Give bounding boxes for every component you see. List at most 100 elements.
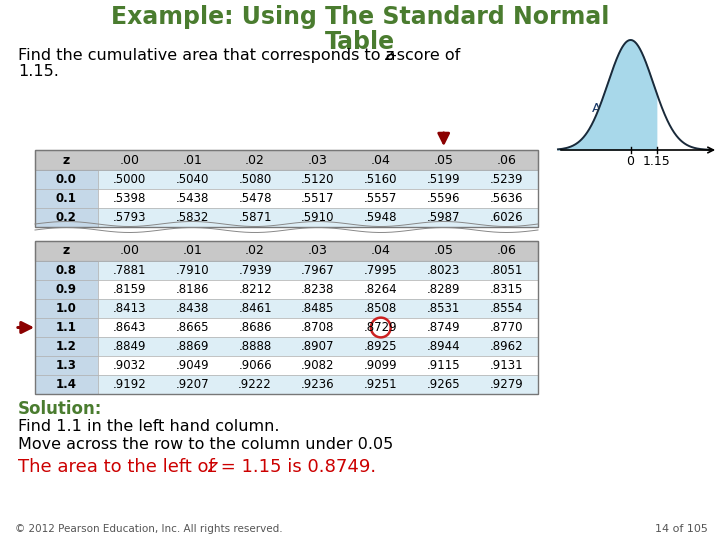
- Text: .04: .04: [371, 245, 391, 258]
- Text: .8925: .8925: [364, 340, 397, 353]
- Text: -score of: -score of: [391, 48, 460, 63]
- Text: .8708: .8708: [301, 321, 335, 334]
- Bar: [35, 337, 98, 356]
- Bar: [35, 356, 98, 375]
- Text: 1.3: 1.3: [56, 359, 77, 372]
- Bar: [35, 241, 538, 261]
- Text: z: z: [384, 48, 392, 63]
- Bar: [35, 261, 98, 280]
- Bar: [98, 280, 538, 299]
- Text: .9236: .9236: [301, 378, 335, 391]
- Text: .5160: .5160: [364, 173, 397, 186]
- Text: .8531: .8531: [427, 302, 460, 315]
- Text: z: z: [207, 458, 217, 476]
- Text: .8461: .8461: [238, 302, 272, 315]
- Text: .03: .03: [308, 153, 328, 166]
- Text: .9082: .9082: [301, 359, 335, 372]
- Text: .9207: .9207: [176, 378, 209, 391]
- Text: .00: .00: [120, 153, 139, 166]
- Bar: [35, 299, 98, 318]
- Bar: [35, 375, 98, 394]
- Text: .9131: .9131: [490, 359, 523, 372]
- Text: Example: Using The Standard Normal: Example: Using The Standard Normal: [111, 5, 609, 29]
- Text: .5910: .5910: [301, 211, 335, 224]
- Text: .7881: .7881: [112, 264, 146, 277]
- Text: Find the cumulative area that corresponds to a: Find the cumulative area that correspond…: [18, 48, 400, 63]
- Bar: [35, 208, 98, 227]
- Text: .7967: .7967: [301, 264, 335, 277]
- Bar: [35, 280, 98, 299]
- Text: .5438: .5438: [176, 192, 209, 205]
- Text: .8749: .8749: [427, 321, 461, 334]
- Text: .8438: .8438: [176, 302, 209, 315]
- Text: .9192: .9192: [112, 378, 146, 391]
- Bar: [98, 208, 538, 227]
- Text: .5987: .5987: [427, 211, 460, 224]
- Text: 0.0: 0.0: [56, 173, 77, 186]
- Text: .5871: .5871: [238, 211, 272, 224]
- Text: .5948: .5948: [364, 211, 397, 224]
- Text: .05: .05: [433, 245, 454, 258]
- Text: 1.15: 1.15: [643, 155, 670, 168]
- Text: .04: .04: [371, 153, 391, 166]
- Text: 1.4: 1.4: [56, 378, 77, 391]
- Text: .5199: .5199: [427, 173, 461, 186]
- Text: .7910: .7910: [176, 264, 209, 277]
- Text: .5478: .5478: [238, 192, 272, 205]
- Text: .01: .01: [182, 153, 202, 166]
- Text: Table: Table: [325, 30, 395, 54]
- Text: .9251: .9251: [364, 378, 397, 391]
- Bar: [98, 356, 538, 375]
- Bar: [35, 318, 98, 337]
- Text: .02: .02: [245, 245, 265, 258]
- Text: Find 1.1 in the left hand column.: Find 1.1 in the left hand column.: [18, 419, 279, 434]
- Text: .5398: .5398: [112, 192, 146, 205]
- Text: .5832: .5832: [176, 211, 209, 224]
- Bar: [98, 318, 538, 337]
- Text: .05: .05: [433, 153, 454, 166]
- Text: .8508: .8508: [364, 302, 397, 315]
- Text: .8264: .8264: [364, 283, 397, 296]
- Text: 1.1: 1.1: [56, 321, 77, 334]
- Text: .7995: .7995: [364, 264, 397, 277]
- Text: .5596: .5596: [427, 192, 460, 205]
- Text: .9066: .9066: [238, 359, 272, 372]
- Text: .5120: .5120: [301, 173, 335, 186]
- Text: .5239: .5239: [490, 173, 523, 186]
- Text: .01: .01: [182, 245, 202, 258]
- Text: z: z: [63, 245, 70, 258]
- Polygon shape: [558, 40, 657, 150]
- Text: .8212: .8212: [238, 283, 272, 296]
- Text: .03: .03: [308, 245, 328, 258]
- Bar: [98, 337, 538, 356]
- Text: 1.0: 1.0: [56, 302, 77, 315]
- Bar: [98, 170, 538, 189]
- Text: Move across the row to the column under 0.05: Move across the row to the column under …: [18, 437, 393, 452]
- Bar: [35, 150, 538, 170]
- Text: .8289: .8289: [427, 283, 460, 296]
- Text: .8554: .8554: [490, 302, 523, 315]
- Text: .8962: .8962: [490, 340, 523, 353]
- Text: 1.2: 1.2: [56, 340, 77, 353]
- Text: .8485: .8485: [301, 302, 335, 315]
- Text: .8315: .8315: [490, 283, 523, 296]
- Text: Area =
0.8749: Area = 0.8749: [592, 102, 638, 132]
- Text: = 1.15 is 0.8749.: = 1.15 is 0.8749.: [215, 458, 376, 476]
- Text: 0.9: 0.9: [56, 283, 77, 296]
- Text: .8686: .8686: [238, 321, 272, 334]
- Bar: [35, 189, 98, 208]
- Text: © 2012 Pearson Education, Inc. All rights reserved.: © 2012 Pearson Education, Inc. All right…: [15, 524, 283, 534]
- Text: 1.15.: 1.15.: [18, 64, 59, 79]
- Text: The area to the left of: The area to the left of: [18, 458, 220, 476]
- Text: .8643: .8643: [112, 321, 146, 334]
- Bar: [98, 261, 538, 280]
- Bar: [35, 150, 538, 227]
- Text: .06: .06: [497, 153, 516, 166]
- Text: .8770: .8770: [490, 321, 523, 334]
- Bar: [98, 299, 538, 318]
- Text: .5040: .5040: [176, 173, 209, 186]
- Text: .9049: .9049: [176, 359, 209, 372]
- Text: .6026: .6026: [490, 211, 523, 224]
- Text: .5080: .5080: [238, 173, 271, 186]
- Bar: [35, 170, 98, 189]
